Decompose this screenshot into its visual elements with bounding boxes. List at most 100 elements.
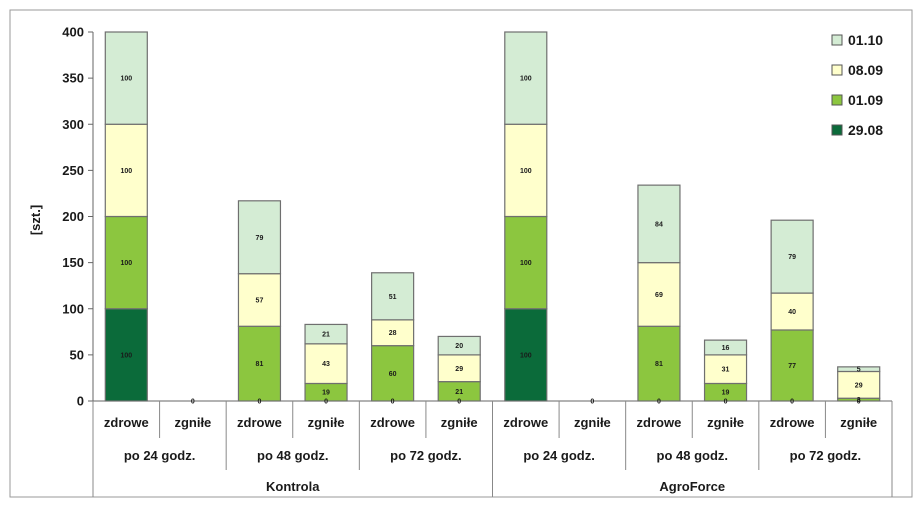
data-label: 100 xyxy=(520,76,532,83)
subgroup-label: po 48 godz. xyxy=(257,448,329,463)
legend-swatch xyxy=(831,94,843,106)
category-label: zgniłe xyxy=(308,415,345,430)
bar-segment xyxy=(504,308,548,402)
y-tick-label: 50 xyxy=(70,347,84,362)
data-label: 100 xyxy=(520,352,532,359)
bar-segment xyxy=(637,325,681,402)
data-label: 100 xyxy=(520,260,532,267)
data-label: 0 xyxy=(258,399,262,406)
data-label: 69 xyxy=(655,292,663,299)
data-label: 60 xyxy=(389,371,397,378)
data-label: 21 xyxy=(322,332,330,339)
legend-swatch xyxy=(831,34,843,46)
bar-segment xyxy=(104,215,148,310)
data-label: 100 xyxy=(120,168,132,175)
category-label: zgniłe xyxy=(707,415,744,430)
data-label: 21 xyxy=(455,389,463,396)
y-tick-label: 0 xyxy=(77,394,84,409)
bar-segment xyxy=(237,325,282,402)
legend-label: 08.09 xyxy=(848,62,883,78)
data-label: 79 xyxy=(788,254,796,261)
subgroup-label: po 24 godz. xyxy=(523,448,595,463)
data-labels: 100 100 100 100 0 0 81 57 79 0 19 43 21 0 60 28 51 0 21 29 2… xyxy=(120,76,862,406)
subgroup-label: po 24 godz. xyxy=(124,448,196,463)
bar-segment xyxy=(504,31,548,125)
x-axis-labels: zdrowe zgniłe zdrowe zgniłe zdrowe zgniłe zdro… xyxy=(92,401,893,497)
data-label: 81 xyxy=(655,361,663,368)
bar-segment xyxy=(437,354,481,383)
chart-frame xyxy=(9,9,913,498)
data-label: 40 xyxy=(788,309,796,316)
data-label: 0 xyxy=(657,399,661,406)
y-tick-label: 400 xyxy=(62,25,84,40)
data-label: 5 xyxy=(857,367,861,374)
bar-segment xyxy=(104,308,148,402)
data-label: 0 xyxy=(191,399,195,406)
data-label: 0 xyxy=(790,399,794,406)
data-label: 51 xyxy=(389,294,397,301)
bars xyxy=(104,31,881,402)
category-label: zgniłe xyxy=(574,415,611,430)
bar-segment xyxy=(703,354,748,385)
data-label: 29 xyxy=(455,366,463,373)
bar-segment xyxy=(770,219,814,294)
group-label: Kontrola xyxy=(266,479,320,494)
data-label: 19 xyxy=(722,390,730,397)
data-label: 20 xyxy=(455,343,463,350)
data-label: 79 xyxy=(256,235,264,242)
y-tick-label: 350 xyxy=(62,71,84,86)
bar-segment xyxy=(304,343,348,385)
bar-segment xyxy=(504,123,548,218)
legend-swatch xyxy=(831,124,843,136)
y-tick-label: 200 xyxy=(62,209,84,224)
bar-segment xyxy=(371,272,415,321)
y-tick-label: 100 xyxy=(62,301,84,316)
data-label: 0 xyxy=(724,399,728,406)
bar-segment xyxy=(504,215,548,310)
bar-segment xyxy=(837,366,881,373)
data-label: 0 xyxy=(457,399,461,406)
subgroup-label: po 48 godz. xyxy=(657,448,729,463)
legend-label: 29.08 xyxy=(848,122,883,138)
bar-segment xyxy=(837,370,881,399)
data-label: 100 xyxy=(120,352,132,359)
category-label: zdrowe xyxy=(370,415,415,430)
data-label: 100 xyxy=(120,260,132,267)
bar-segment xyxy=(770,329,814,402)
y-axis-label: [szt.] xyxy=(28,205,43,235)
data-label: 100 xyxy=(520,168,532,175)
category-label: zdrowe xyxy=(237,415,282,430)
category-label: zdrowe xyxy=(770,415,815,430)
data-label: 100 xyxy=(120,76,132,83)
legend: 01.10 08.09 01.09 29.08 xyxy=(831,32,883,138)
bar-segment xyxy=(437,335,481,356)
bar-segment xyxy=(703,339,748,356)
data-label: 43 xyxy=(322,361,330,368)
data-label: 31 xyxy=(722,367,730,374)
data-label: 0 xyxy=(324,399,328,406)
category-label: zdrowe xyxy=(637,415,682,430)
data-label: 3 xyxy=(857,397,861,404)
bar-segment xyxy=(637,262,681,327)
y-tick-label: 150 xyxy=(62,255,84,270)
legend-label: 01.09 xyxy=(848,92,883,108)
data-label: 28 xyxy=(389,330,397,337)
legend-label: 01.10 xyxy=(848,32,883,48)
y-tick-label: 250 xyxy=(62,163,84,178)
data-label: 0 xyxy=(590,399,594,406)
bar-segment xyxy=(237,200,282,275)
legend-swatch xyxy=(831,64,843,76)
subgroup-label: po 72 godz. xyxy=(390,448,462,463)
bar-segment xyxy=(637,184,681,264)
data-label: 29 xyxy=(855,382,863,389)
group-label: AgroForce xyxy=(659,479,725,494)
bar-segment xyxy=(104,31,148,125)
category-label: zgniłe xyxy=(441,415,478,430)
data-label: 84 xyxy=(655,221,663,228)
data-label: 16 xyxy=(722,345,730,352)
category-label: zgniłe xyxy=(174,415,211,430)
data-label: 81 xyxy=(256,361,264,368)
data-label: 19 xyxy=(322,390,330,397)
bar-segment xyxy=(237,273,282,327)
